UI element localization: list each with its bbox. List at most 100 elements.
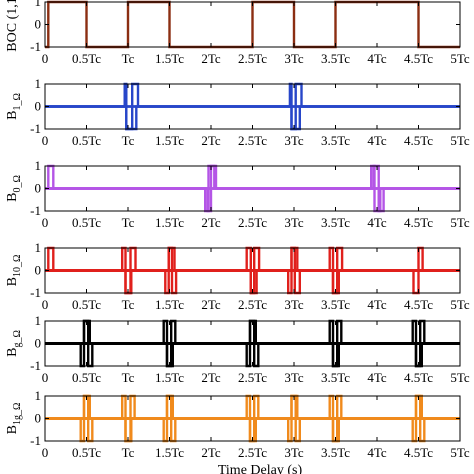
x-tick-label: 0 [42,370,49,385]
x-tick-label: 4Tc [367,51,387,66]
y-axis-label: B10_Ω [5,255,23,287]
subplot-2: 0 0.5Tc Tc 1.5Tc 2Tc 2.5Tc 3Tc 3.5Tc 4Tc 4.5Tc 5Tc… [5,76,470,148]
subplot-4: 0 0.5Tc Tc 1.5Tc 2Tc 2.5Tc 3Tc 3.5Tc 4Tc 4.5Tc 5Tc… [5,240,470,312]
y-tick-label: 1 [35,158,42,173]
y-tick-label: 0 [35,411,42,426]
x-tick-label: 5Tc [450,51,470,66]
y-tick-label: 0 [35,336,42,351]
x-tick-label: 3.5Tc [321,370,350,385]
subplot-3: 0 0.5Tc Tc 1.5Tc 2Tc 2.5Tc 3Tc 3.5Tc 4Tc 4.5Tc 5Tc… [5,158,470,230]
series-line-4-12 [45,246,460,295]
x-tick-label: 2.5Tc [238,297,267,312]
y-axis-label-main: B [5,277,20,286]
x-tick-label: 0.5Tc [72,297,101,312]
y-axis-label: Bg_Ω [5,330,23,357]
y-axis-label: B0_Ω [5,175,23,202]
x-tick-label: 3.5Tc [321,297,350,312]
y-tick-label: 0 [35,181,42,196]
x-tick-label: 3Tc [284,297,304,312]
series-line-3-5 [45,164,460,213]
x-tick-label: 0.5Tc [72,370,101,385]
x-tick-label: 4Tc [367,370,387,385]
x-tick-label: 4Tc [367,297,387,312]
x-tick-label: 3Tc [284,51,304,66]
x-tick-label: 4.5Tc [404,51,433,66]
x-tick-label: 3Tc [284,445,304,460]
y-tick-label: 0 [35,17,42,32]
x-tick-label: 0 [42,297,49,312]
x-tick-label: 3Tc [284,215,304,230]
x-tick-label: Tc [122,445,135,460]
x-tick-label: 5Tc [450,370,470,385]
y-axis-label: BOC (1,1 [5,0,20,52]
x-tick-label: 5Tc [450,297,470,312]
series-line-5-10 [45,319,460,368]
x-tick-label: 4Tc [367,215,387,230]
x-tick-label: 2Tc [201,445,221,460]
y-tick-label: -1 [30,121,41,136]
x-tick-label: 5Tc [450,133,470,148]
x-tick-label: 1.5Tc [155,215,184,230]
y-axis-label: B1_Ω [5,93,23,120]
x-tick-label: 3.5Tc [321,215,350,230]
x-tick-label: 2.5Tc [238,215,267,230]
x-axis-label: Time Delay (s) [218,463,303,474]
y-axis-label-sub: g_Ω [12,330,23,347]
x-tick-label: 3.5Tc [321,133,350,148]
x-tick-label: Tc [122,215,135,230]
y-tick-label: -1 [30,39,41,54]
y-axis-label-sub: 1_Ω [12,93,23,110]
x-tick-label: 0 [42,51,49,66]
x-tick-label: 4.5Tc [404,133,433,148]
x-tick-label: 2Tc [201,51,221,66]
subplot-5: 0 0.5Tc Tc 1.5Tc 2Tc 2.5Tc 3Tc 3.5Tc 4Tc 4.5Tc 5Tc… [5,313,470,385]
x-tick-label: Tc [122,297,135,312]
y-tick-label: -1 [30,358,41,373]
x-tick-label: 2Tc [201,133,221,148]
x-tick-label: 4.5Tc [404,297,433,312]
x-tick-label: 1.5Tc [155,370,184,385]
x-tick-label: 1.5Tc [155,445,184,460]
x-tick-label: 2Tc [201,370,221,385]
x-tick-label: 2.5Tc [238,445,267,460]
x-tick-label: 1.5Tc [155,51,184,66]
x-tick-label: 2Tc [201,297,221,312]
y-axis-label-sub: 0_Ω [12,175,23,192]
y-axis-label-main: B [5,425,20,434]
y-axis-label-sub: 10_Ω [12,255,23,277]
x-tick-label: Tc [122,370,135,385]
x-tick-label: 3Tc [284,370,304,385]
x-tick-label: 1.5Tc [155,297,184,312]
x-tick-label: 4.5Tc [404,215,433,230]
x-tick-label: 3.5Tc [321,445,350,460]
y-tick-label: -1 [30,433,41,448]
x-tick-label: 4.5Tc [404,445,433,460]
y-axis-label-main: B [5,348,20,357]
x-tick-label: 4.5Tc [404,370,433,385]
y-tick-label: 1 [35,0,42,9]
series-line-1-1 [45,0,460,49]
x-tick-label: 3Tc [284,133,304,148]
x-tick-label: 2.5Tc [238,51,267,66]
y-tick-label: 0 [35,263,42,278]
y-axis-label-sub: 1g_Ω [12,403,23,425]
y-tick-label: 1 [35,388,42,403]
x-tick-label: 0 [42,215,49,230]
y-tick-label: 1 [35,240,42,255]
y-axis-label-main: B [5,193,20,202]
subplot-6: 0 0.5Tc Tc 1.5Tc 2Tc 2.5Tc 3Tc 3.5Tc 4Tc 4.5Tc 5Tc… [5,388,470,460]
y-tick-label: 0 [35,99,42,114]
y-tick-label: -1 [30,203,41,218]
x-tick-label: 2.5Tc [238,133,267,148]
y-tick-label: -1 [30,285,41,300]
x-tick-label: 3.5Tc [321,51,350,66]
x-tick-label: 2.5Tc [238,370,267,385]
y-axis-label-main: BOC (1,1 [5,0,20,52]
x-tick-label: 5Tc [450,215,470,230]
x-tick-label: 0 [42,133,49,148]
y-axis-label-main: B [5,111,20,120]
x-tick-label: 2Tc [201,215,221,230]
x-tick-label: 5Tc [450,445,470,460]
series-line-2-4 [45,82,460,131]
